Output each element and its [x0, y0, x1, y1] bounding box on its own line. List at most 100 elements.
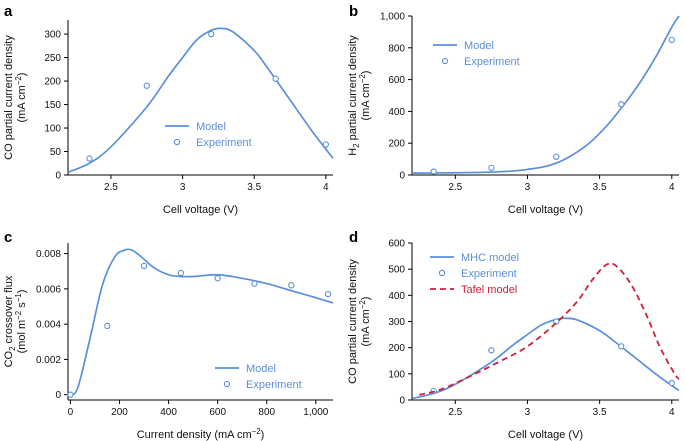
- model-line: [412, 317, 680, 400]
- x-tick-label: 4: [669, 407, 675, 418]
- x-tick-label: 3.5: [593, 407, 607, 418]
- x-tick-label: 1,000: [303, 407, 328, 418]
- x-axis-label: Current density (mA cm−2​): [137, 427, 265, 441]
- legend-label: MHC model: [461, 252, 519, 264]
- label-superscript: −2: [358, 300, 367, 309]
- label-text: (mA cm: [360, 309, 372, 346]
- legend-label: Tafel model: [461, 284, 517, 296]
- y-tick-label: 0.002: [36, 355, 61, 366]
- label-superscript: −2: [14, 76, 23, 85]
- model-line: [68, 27, 334, 173]
- experiment-point: [488, 347, 495, 354]
- y-tick-label: 200: [388, 139, 405, 150]
- experiment-point: [143, 82, 150, 89]
- y-tick-label: 150: [44, 100, 61, 111]
- legend: MHC model Experiment Tafel model: [430, 252, 519, 296]
- x-tick-label: 3: [180, 182, 186, 193]
- label-text: ): [16, 290, 28, 294]
- x-tick-label: 4: [669, 182, 675, 193]
- x-axis-label: Cell voltage (V): [508, 204, 583, 216]
- panel-a: 2.5 3 3.5 4 0 50 100 150 200 250 300 Cell voltage (…: [3, 20, 334, 216]
- experiment-point: [324, 291, 332, 298]
- label-superscript: −1: [14, 293, 23, 302]
- y-tick-label: 0: [399, 171, 405, 182]
- label-superscript: −2: [252, 427, 261, 436]
- legend-label: Experiment: [464, 56, 520, 68]
- experiment-point: [86, 155, 93, 162]
- experiment-point: [214, 275, 221, 282]
- y-tick-label: 400: [388, 107, 405, 118]
- experiment-point: [553, 153, 560, 160]
- experiment-point: [67, 391, 74, 398]
- model-line: [412, 15, 680, 174]
- label-text: (mA cm: [360, 83, 372, 120]
- label-superscript: −2: [358, 74, 367, 83]
- legend: Model Experiment: [433, 40, 520, 68]
- label-text: ): [16, 73, 28, 77]
- legend: Model Experiment: [165, 121, 252, 149]
- experiment-point: [668, 36, 675, 43]
- panel-letter-a: a: [4, 3, 13, 20]
- y-tick-label: 100: [388, 369, 405, 380]
- experiment-point: [618, 343, 625, 350]
- legend-label: Experiment: [196, 137, 252, 149]
- label-text: crossover flux: [3, 275, 15, 346]
- x-tick-label: 3.5: [593, 182, 607, 193]
- label-text: s: [16, 302, 28, 311]
- panel-b: 2.5 3 3.5 4 0 200 400 600 800 1,000 Cell voltage (…: [347, 12, 680, 216]
- y-tick-label: 0: [55, 171, 61, 182]
- panel-letter-b: b: [349, 3, 358, 20]
- y-tick-label: 100: [44, 124, 61, 135]
- panel-letter-d: d: [349, 229, 358, 246]
- experiment-point: [618, 101, 625, 108]
- x-tick-label: 2.5: [104, 182, 118, 193]
- experiment-point: [488, 164, 495, 171]
- y-tick-label: 50: [50, 147, 62, 158]
- x-axis-label: Cell voltage (V): [163, 204, 238, 216]
- label-superscript: −2: [14, 311, 23, 320]
- y-tick-label: 600: [388, 239, 405, 250]
- legend-label: Experiment: [461, 268, 517, 280]
- y-tick-label: 250: [44, 53, 61, 64]
- experiment-point: [272, 75, 279, 82]
- label-text: CO partial current density: [347, 259, 359, 384]
- experiment-point: [251, 280, 258, 287]
- label-text: ): [360, 297, 372, 301]
- y-tick-label: 300: [388, 317, 405, 328]
- x-axis-label: Cell voltage (V): [508, 429, 583, 441]
- label-text: CO partial current density: [3, 35, 15, 160]
- y-tick-label: 0: [55, 390, 61, 401]
- x-tick-label: 200: [111, 407, 128, 418]
- tafel-model-line: [419, 262, 680, 396]
- experiment-point: [322, 141, 329, 148]
- y-tick-label: 200: [388, 343, 405, 354]
- legend-marker-experiment: [173, 138, 181, 146]
- label-text: ): [360, 71, 372, 75]
- legend: Model Experiment: [215, 363, 302, 391]
- legend-label: Experiment: [246, 379, 302, 391]
- y-axis-label-line: (mA cm−2​): [358, 297, 372, 347]
- experiment-point: [668, 379, 675, 387]
- y-tick-label: 300: [44, 30, 61, 41]
- label-text: CO: [3, 350, 15, 367]
- experiment-point: [288, 282, 295, 289]
- experiment-point: [430, 168, 437, 175]
- y-axis-label-line: H2​ partial current density: [347, 35, 361, 156]
- x-tick-label: 3.5: [247, 182, 261, 193]
- y-tick-label: 1,000: [380, 12, 405, 23]
- x-tick-label: 400: [160, 407, 177, 418]
- y-axis-label-line: (mA cm−2​): [14, 73, 28, 123]
- panel-d: 2.5 3 3.5 4 0 100 200 300 400 500 600 Cell voltage …: [347, 239, 680, 441]
- label-text: ): [261, 429, 265, 441]
- x-tick-label: 2.5: [448, 182, 462, 193]
- y-axis-label-line: CO2​ crossover flux: [3, 275, 17, 367]
- legend-marker-experiment: [223, 380, 231, 388]
- label-text: (mol m: [16, 320, 28, 354]
- legend-label: Model: [246, 363, 276, 375]
- y-axis-label-line: CO partial current density: [3, 35, 15, 160]
- y-tick-label: 0.004: [36, 320, 61, 331]
- y-tick-label: 600: [388, 75, 405, 86]
- y-tick-label: 400: [388, 291, 405, 302]
- y-tick-label: 0.006: [36, 284, 61, 295]
